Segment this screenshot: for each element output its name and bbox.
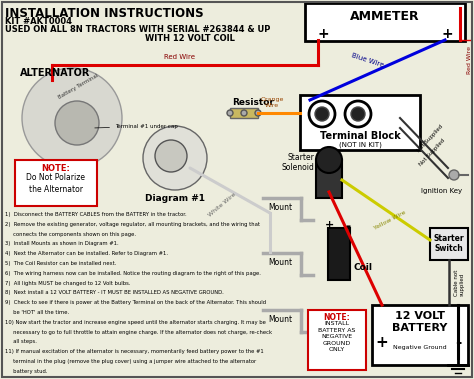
Text: Not Supplied: Not Supplied [416, 124, 444, 153]
Text: all steps.: all steps. [5, 340, 37, 345]
Text: Starter
Solenoid: Starter Solenoid [281, 153, 314, 172]
Text: 7)  All lights MUST be changed to 12 Volt bulbs.: 7) All lights MUST be changed to 12 Volt… [5, 280, 130, 286]
Text: Blue Wire: Blue Wire [351, 52, 385, 68]
Text: Red Wire: Red Wire [164, 54, 195, 60]
Text: Diagram #1: Diagram #1 [145, 194, 205, 203]
Text: Starter
Switch: Starter Switch [434, 234, 465, 254]
Circle shape [315, 107, 329, 121]
Text: Terminal #1 under cap: Terminal #1 under cap [95, 124, 178, 129]
Text: Ignition Key: Ignition Key [421, 188, 463, 194]
Text: 10) Now start the tractor and increase engine speed until the alternator starts : 10) Now start the tractor and increase e… [5, 320, 266, 325]
Text: 5)  The Coil Resistor can be installed next.: 5) The Coil Resistor can be installed ne… [5, 261, 117, 266]
Text: Negative Ground: Negative Ground [393, 345, 447, 350]
Text: AMMETER: AMMETER [350, 10, 420, 23]
Circle shape [351, 107, 365, 121]
Text: 11) If manual excitation of the alternator is necessary, momentarily feed batter: 11) If manual excitation of the alternat… [5, 349, 264, 354]
Text: WITH 12 VOLT COIL: WITH 12 VOLT COIL [145, 34, 235, 43]
Text: Orange
Wire: Orange Wire [260, 97, 283, 108]
Circle shape [227, 110, 233, 116]
Bar [230, 108, 258, 118]
Circle shape [449, 170, 459, 180]
Text: 3)  Install Mounts as shown in Diagram #1.: 3) Install Mounts as shown in Diagram #1… [5, 241, 118, 246]
Bar [316, 160, 342, 198]
Text: -: - [346, 220, 351, 233]
Text: NOTE:: NOTE: [42, 164, 71, 173]
Text: INSTALL
BATTERY AS
NEGATIVE
GROUND
ONLY: INSTALL BATTERY AS NEGATIVE GROUND ONLY [319, 321, 356, 352]
Circle shape [55, 101, 99, 145]
Circle shape [143, 126, 207, 190]
Text: INSTALLATION INSTRUCTIONS: INSTALLATION INSTRUCTIONS [5, 7, 204, 20]
Text: be 'HOT' all the time.: be 'HOT' all the time. [5, 310, 69, 315]
Bar [372, 305, 468, 365]
Text: Mount: Mount [268, 315, 292, 324]
Text: +: + [325, 220, 335, 230]
Text: +: + [375, 335, 388, 350]
Text: White Wire: White Wire [207, 192, 237, 218]
Text: Do Not Polarize
the Alternator: Do Not Polarize the Alternator [27, 173, 85, 194]
Text: 6)  The wiring harness now can be installed. Notice the routing diagram to the r: 6) The wiring harness now can be install… [5, 271, 261, 276]
Circle shape [255, 110, 261, 116]
Text: USED ON ALL 8N TRACTORS WITH SERIAL #263844 & UP: USED ON ALL 8N TRACTORS WITH SERIAL #263… [5, 25, 270, 34]
Circle shape [309, 101, 335, 127]
Circle shape [241, 110, 247, 116]
Text: necessary to go to full throttle to attain engine charge. If the alternator does: necessary to go to full throttle to atta… [5, 330, 272, 335]
Text: Yellow Wire: Yellow Wire [373, 210, 407, 231]
Text: 8)  Next install a 12 VOLT BATTERY - IT MUST BE INSTALLED AS NEGATIVE GROUND.: 8) Next install a 12 VOLT BATTERY - IT M… [5, 290, 224, 295]
Bar [430, 228, 468, 260]
Circle shape [155, 140, 187, 172]
Text: Coil: Coil [354, 263, 373, 272]
Text: +: + [317, 27, 329, 41]
Bar [15, 160, 97, 206]
Text: 9)  Check to see if there is power at the Battery Terminal on the back of the Al: 9) Check to see if there is power at the… [5, 300, 266, 305]
Text: Cable not
supplied: Cable not supplied [454, 270, 465, 296]
Text: Not Supplied: Not Supplied [418, 138, 446, 167]
Text: Battery Terminal: Battery Terminal [58, 73, 100, 100]
Bar [300, 95, 420, 150]
Text: 4)  Next the Alternator can be installed. Refer to Diagram #1.: 4) Next the Alternator can be installed.… [5, 251, 168, 256]
Text: Mount: Mount [268, 258, 292, 267]
Text: Terminal Block: Terminal Block [319, 131, 401, 141]
Text: Mount: Mount [268, 203, 292, 212]
Bar [308, 310, 366, 370]
Text: Red Wire: Red Wire [467, 46, 472, 74]
Circle shape [345, 101, 371, 127]
Text: ALTERNATOR: ALTERNATOR [20, 68, 91, 78]
Text: battery stud.: battery stud. [5, 369, 47, 374]
Text: NOTE:: NOTE: [324, 313, 350, 322]
Text: 1)  Disconnect the BATTERY CABLES from the BATTERY in the tractor.: 1) Disconnect the BATTERY CABLES from th… [5, 212, 187, 217]
Text: 2)  Remove the existing generator, voltage regulator, all mounting brackets, and: 2) Remove the existing generator, voltag… [5, 222, 260, 227]
Text: -: - [455, 335, 461, 350]
Text: terminal in the plug (remove the plug cover) using a jumper wire attached to the: terminal in the plug (remove the plug co… [5, 359, 256, 364]
Bar [305, 3, 465, 41]
Text: (NOT IN KIT): (NOT IN KIT) [338, 141, 382, 147]
Text: +: + [441, 27, 453, 41]
Bar [328, 228, 350, 280]
Text: connects the components shown on this page.: connects the components shown on this pa… [5, 232, 136, 236]
Circle shape [316, 147, 342, 173]
Text: Resistor: Resistor [232, 98, 274, 107]
Text: KIT #AKT0004: KIT #AKT0004 [5, 17, 72, 26]
Circle shape [22, 68, 122, 168]
Text: 12 VOLT
BATTERY: 12 VOLT BATTERY [392, 311, 447, 334]
